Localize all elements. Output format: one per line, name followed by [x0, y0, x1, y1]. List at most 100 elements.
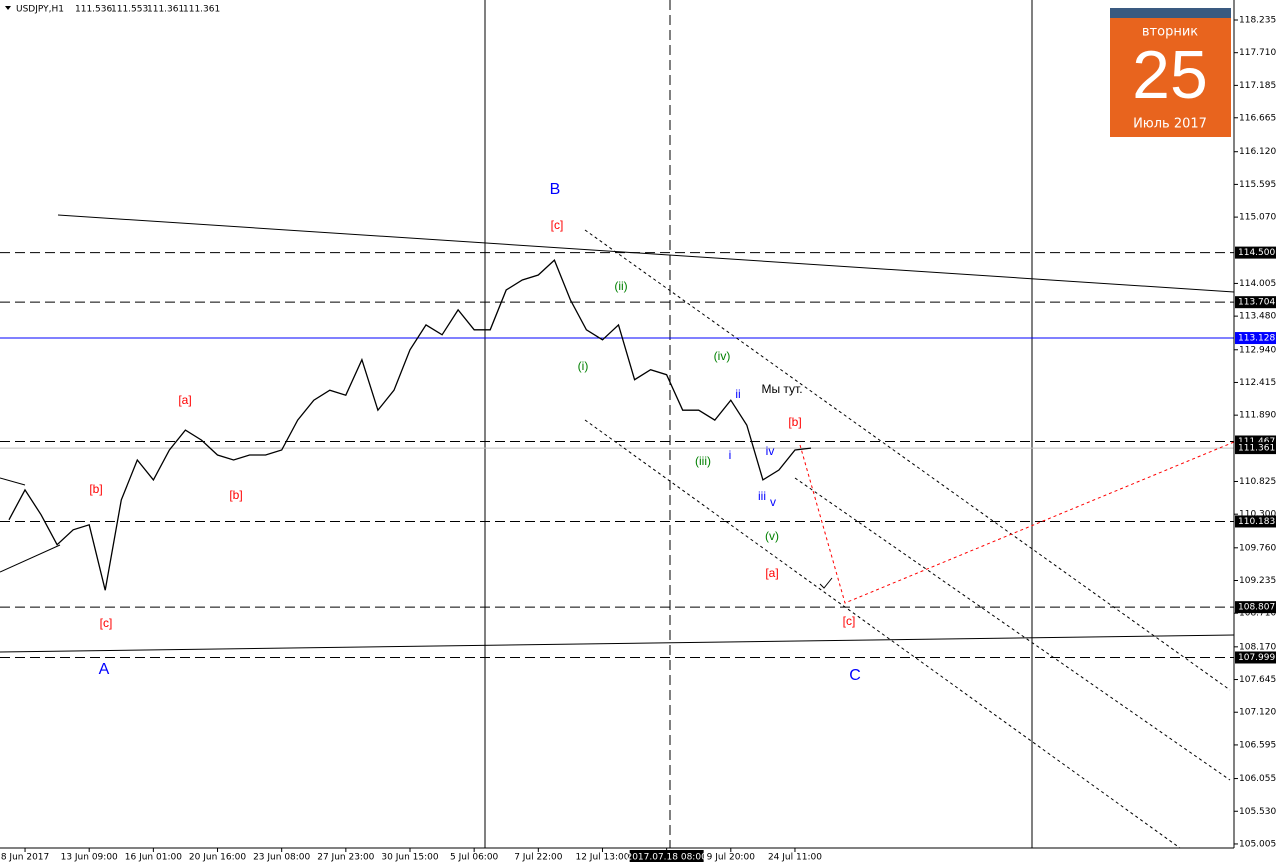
level-label-box	[1235, 515, 1276, 528]
x-tick-label: 12 Jul 13:00	[575, 853, 629, 863]
x-tick-label: 7 Jul 22:00	[514, 853, 563, 863]
wave-label: Мы тут.	[761, 382, 802, 396]
level-label: 113.704	[1238, 298, 1275, 308]
check-mark	[819, 577, 833, 589]
wave-label: (i)	[578, 359, 589, 373]
channel-line	[584, 419, 1181, 849]
projection-line	[799, 441, 1235, 604]
y-tick-label: 105.530	[1239, 807, 1276, 817]
wave-label: (iv)	[714, 349, 731, 363]
x-tick-label: 27 Jun 23:00	[317, 853, 374, 863]
wave-label: (iii)	[695, 454, 711, 468]
y-tick-label: 107.120	[1239, 708, 1276, 718]
trend-line	[0, 634, 1235, 653]
y-tick-label: 106.595	[1239, 740, 1276, 750]
level-label-box	[1235, 601, 1276, 614]
x-tick-label: 24 Jul 11:00	[768, 853, 822, 863]
x-tick-label: 8 Jun 2017	[1, 853, 49, 863]
ohlc-value: 111.536	[75, 5, 112, 15]
level-label: 114.500	[1238, 248, 1275, 258]
wave-label: i	[729, 448, 732, 462]
level-label: 110.183	[1238, 517, 1275, 527]
ohlc-value: 111.361	[183, 5, 220, 15]
y-tick-label: 110.825	[1239, 477, 1276, 487]
wave-label: ii	[735, 387, 740, 401]
wave-label: [a]	[765, 566, 778, 580]
y-tick-label: 112.940	[1239, 345, 1276, 355]
x-tick-label: 2017.07.18 08:00	[626, 853, 707, 863]
y-tick-label: 109.235	[1239, 576, 1276, 586]
trend-line	[57, 214, 1235, 293]
ohlc-value: 111.361	[147, 5, 184, 15]
price-line	[8, 258, 812, 591]
y-tick-label: 117.185	[1239, 81, 1276, 91]
y-tick-label: 112.415	[1239, 378, 1276, 388]
y-tick-label: 110.300	[1239, 510, 1276, 520]
wave-label: B	[550, 181, 561, 198]
y-tick-label: 118.235	[1239, 15, 1276, 25]
channel-line	[584, 229, 1231, 691]
calendar-day: 25	[1132, 37, 1208, 113]
wave-label: A	[99, 661, 110, 678]
trend-line	[0, 477, 26, 486]
wave-label: iii	[758, 489, 766, 503]
level-label-box	[1235, 442, 1276, 455]
x-tick-label: 30 Jun 15:00	[381, 853, 438, 863]
y-tick-label: 105.005	[1239, 839, 1276, 849]
x-tick-label: 23 Jun 08:00	[253, 853, 310, 863]
wave-label: [b]	[229, 488, 242, 502]
wave-label: [b]	[89, 482, 102, 496]
level-label-box	[1235, 246, 1276, 259]
x-tick-label: 20 Jun 16:00	[189, 853, 246, 863]
y-tick-label: 111.890	[1239, 411, 1276, 421]
calendar-body	[1110, 8, 1231, 137]
calendar-month: Июль 2017	[1133, 117, 1207, 132]
x-tick-label: 13 Jun 09:00	[61, 853, 118, 863]
menu-arrow	[5, 6, 11, 10]
wave-label: [c]	[551, 218, 564, 232]
y-tick-label: 106.055	[1239, 774, 1276, 784]
symbol-title: USDJPY,H1	[16, 5, 64, 15]
x-tick-label: 16 Jun 01:00	[125, 853, 182, 863]
y-tick-label: 114.005	[1239, 279, 1276, 289]
ohlc-value: 111.553	[111, 5, 148, 15]
y-tick-label: 108.710	[1239, 609, 1276, 619]
level-label: 111.361	[1238, 444, 1275, 454]
calendar-rings	[1110, 8, 1231, 18]
channel-line	[794, 477, 1231, 781]
wave-label: [a]	[178, 393, 191, 407]
trend-line	[0, 544, 61, 573]
y-tick-label: 115.595	[1239, 180, 1276, 190]
y-tick-label: 113.480	[1239, 312, 1276, 322]
level-label: 113.128	[1238, 334, 1275, 344]
y-tick-label: 107.645	[1239, 675, 1276, 685]
y-tick-label: 116.665	[1239, 113, 1276, 123]
y-tick-label: 116.120	[1239, 147, 1276, 157]
level-label: 107.999	[1238, 653, 1275, 663]
wave-label: [c]	[843, 614, 856, 628]
level-label-box	[1235, 651, 1276, 664]
calendar-weekday: вторник	[1142, 25, 1198, 40]
wave-label: [b]	[788, 415, 801, 429]
calendar-widget: вторник 25 Июль 2017	[1110, 8, 1231, 137]
x-tick-label: 5 Jul 06:00	[450, 853, 499, 863]
wave-label: (ii)	[614, 279, 627, 293]
wave-label: C	[849, 667, 861, 684]
x-crosshair-box	[629, 850, 704, 862]
y-tick-label: 109.760	[1239, 543, 1276, 553]
y-tick-label: 108.170	[1239, 642, 1276, 652]
y-tick-label: 117.710	[1239, 48, 1276, 58]
wave-label: v	[770, 495, 776, 509]
wave-label: [c]	[100, 616, 113, 630]
level-label: 108.807	[1238, 603, 1275, 613]
x-tick-label: 9 Jul 20:00	[707, 853, 756, 863]
level-label-box	[1235, 296, 1276, 309]
y-tick-label: 115.070	[1239, 213, 1276, 223]
wave-label: (v)	[765, 529, 779, 543]
wave-label: iv	[766, 444, 775, 458]
level-label-box	[1235, 332, 1276, 345]
level-label: 111.467	[1238, 437, 1275, 447]
